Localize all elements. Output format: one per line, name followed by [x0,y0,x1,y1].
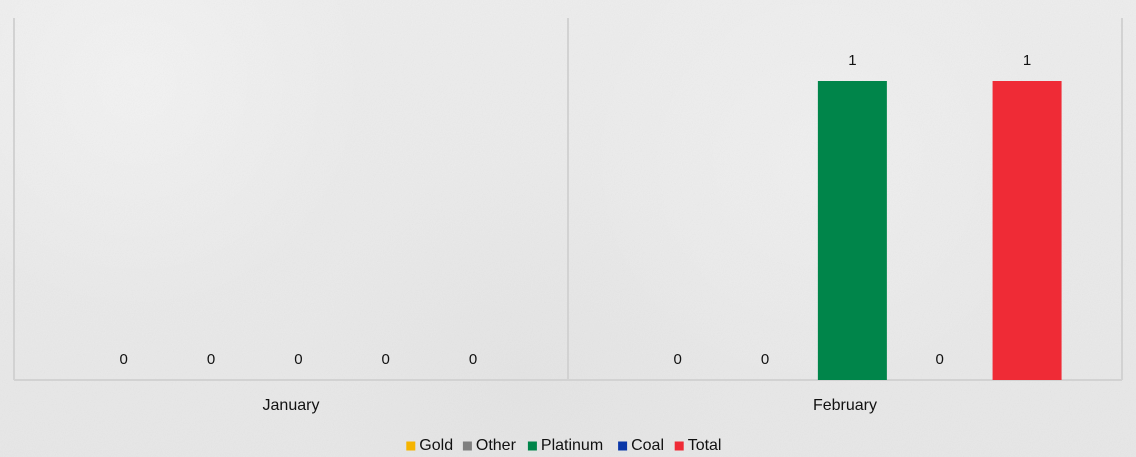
legend-label-gold: Gold [419,437,453,454]
data-label-february-total: 1 [1023,52,1031,69]
data-label-february-coal: 0 [936,351,944,368]
legend-label-total: Total [688,437,722,454]
legend-label-platinum: Platinum [541,437,603,454]
legend-label-other: Other [476,437,517,454]
legend-swatch-total [674,441,684,451]
data-label-january-total: 0 [469,351,477,368]
category-label-february: February [813,397,877,414]
bar-february-platinum [817,81,887,380]
legend-item-coal: Coal [618,437,664,454]
data-label-february-other: 0 [761,351,769,368]
data-label-february-platinum: 1 [848,52,856,69]
legend-swatch-gold [406,441,416,451]
legend-label-coal: Coal [631,437,664,454]
legend-item-total: Total [674,437,722,454]
legend-swatch-platinum [527,441,537,451]
legend-item-gold: Gold [406,437,453,454]
data-label-january-other: 0 [207,351,215,368]
category-label-january: January [263,397,320,414]
data-label-january-platinum: 0 [294,351,302,368]
legend-swatch-other [462,441,472,451]
data-label-january-coal: 0 [382,351,390,368]
data-label-february-gold: 0 [674,351,682,368]
legend-swatch-coal [618,441,628,451]
legend-item-other: Other [462,437,517,454]
data-label-january-gold: 0 [120,351,128,368]
bar-february-total [992,81,1062,380]
legend-item-platinum: Platinum [527,437,603,454]
